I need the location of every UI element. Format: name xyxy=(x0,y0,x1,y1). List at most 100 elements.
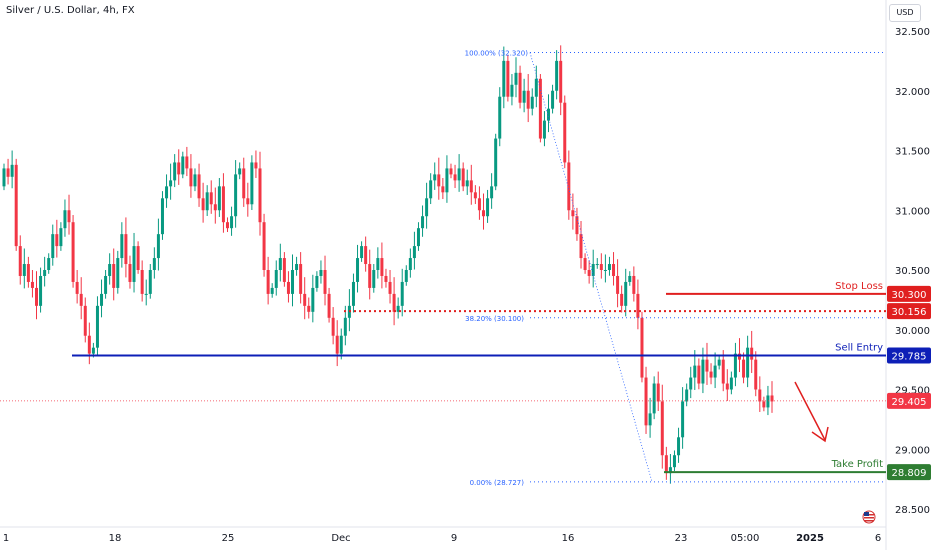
candle-body xyxy=(469,180,473,193)
candle xyxy=(307,297,311,319)
candle-body xyxy=(225,222,229,229)
fib-level-label: 100.00% (32.320) xyxy=(465,50,529,58)
candle xyxy=(315,271,319,292)
candle xyxy=(465,169,469,195)
fib-level-label: 38.20% (30.100) xyxy=(465,315,524,323)
candle xyxy=(534,65,538,108)
candle-body xyxy=(538,78,542,139)
candle xyxy=(449,163,453,179)
currency-button[interactable]: USD xyxy=(889,4,921,22)
candle xyxy=(79,277,83,320)
candle xyxy=(364,236,368,272)
candle-body xyxy=(262,222,266,270)
candle xyxy=(144,279,148,306)
price-tag: 29.785 xyxy=(887,347,931,364)
candle xyxy=(274,260,278,296)
candle xyxy=(636,279,640,330)
candle-body xyxy=(762,401,766,408)
candle-body xyxy=(461,168,465,187)
price-tag-text: 30.300 xyxy=(892,290,927,301)
candle-body xyxy=(681,401,685,438)
candle xyxy=(709,363,713,385)
time-tick-label: 9 xyxy=(451,533,457,544)
symbol-title: Silver / U.S. Dollar, 4h, FX xyxy=(6,5,135,16)
candle-body xyxy=(100,293,104,306)
candle xyxy=(542,111,546,147)
candle xyxy=(189,154,193,198)
drawings-layer: 100.00% (32.320) 38.20% (30.100) 0.00% (28… xyxy=(0,50,886,487)
candle xyxy=(514,57,518,98)
candle-body xyxy=(209,192,213,205)
candle-body xyxy=(534,78,538,97)
candle xyxy=(87,322,91,365)
candle xyxy=(530,88,534,116)
candle xyxy=(494,133,498,191)
candle-body xyxy=(35,287,39,306)
price-tag-box xyxy=(887,303,931,320)
candle xyxy=(156,218,160,271)
candle-body xyxy=(595,264,599,266)
candle xyxy=(75,270,79,304)
candle-body xyxy=(412,246,416,259)
candle-body xyxy=(307,305,311,312)
candle xyxy=(246,182,250,217)
candle-body xyxy=(104,275,108,294)
candle-body xyxy=(750,347,754,360)
price-tags: 30.300 30.156 29.785 29.405 28.809 xyxy=(887,285,931,481)
candle xyxy=(242,157,246,207)
price-tick-label: 32.500 xyxy=(895,27,930,38)
candle-body xyxy=(384,275,388,282)
candle xyxy=(339,328,343,360)
candle xyxy=(469,164,473,205)
candle xyxy=(197,163,201,207)
candle-body xyxy=(640,317,644,378)
candle xyxy=(571,193,575,230)
candle xyxy=(400,268,404,317)
candle-body xyxy=(177,162,181,175)
flag-icon xyxy=(862,510,876,524)
candle-body xyxy=(148,270,152,294)
candle-body xyxy=(376,258,380,270)
candle-body xyxy=(587,270,591,276)
candle-body xyxy=(603,270,607,271)
candle-body xyxy=(47,258,51,270)
candle-body xyxy=(437,174,441,187)
candle xyxy=(193,168,197,192)
candle xyxy=(55,219,59,258)
candle-body xyxy=(242,168,246,199)
candle xyxy=(35,271,39,320)
candle-body xyxy=(404,270,408,282)
down-arrow-shaft xyxy=(794,381,826,441)
candle-body xyxy=(624,281,628,306)
price-tag-box xyxy=(887,464,931,481)
candle xyxy=(555,50,559,100)
candle-body xyxy=(193,174,197,187)
candle xyxy=(652,376,656,420)
candle-body xyxy=(737,353,741,360)
candle-body xyxy=(270,287,274,294)
candle-body xyxy=(705,359,709,372)
candle xyxy=(230,206,234,236)
candle xyxy=(502,46,506,109)
candle-body xyxy=(473,192,477,199)
candle xyxy=(132,232,136,293)
candle xyxy=(713,352,717,389)
candle-body xyxy=(522,90,526,103)
candle xyxy=(681,387,685,449)
candle xyxy=(518,65,522,109)
candle-body xyxy=(559,60,563,103)
candle-body xyxy=(721,359,725,384)
candle xyxy=(404,265,408,286)
candle-body xyxy=(547,108,551,121)
candle-body xyxy=(234,174,238,217)
candle xyxy=(416,222,420,251)
price-tag-text: 29.785 xyxy=(892,351,927,362)
candle-body xyxy=(583,258,587,270)
candle-body xyxy=(628,275,632,282)
candle xyxy=(587,260,591,284)
candle xyxy=(437,157,441,200)
candle xyxy=(67,194,71,235)
candle xyxy=(152,247,156,279)
